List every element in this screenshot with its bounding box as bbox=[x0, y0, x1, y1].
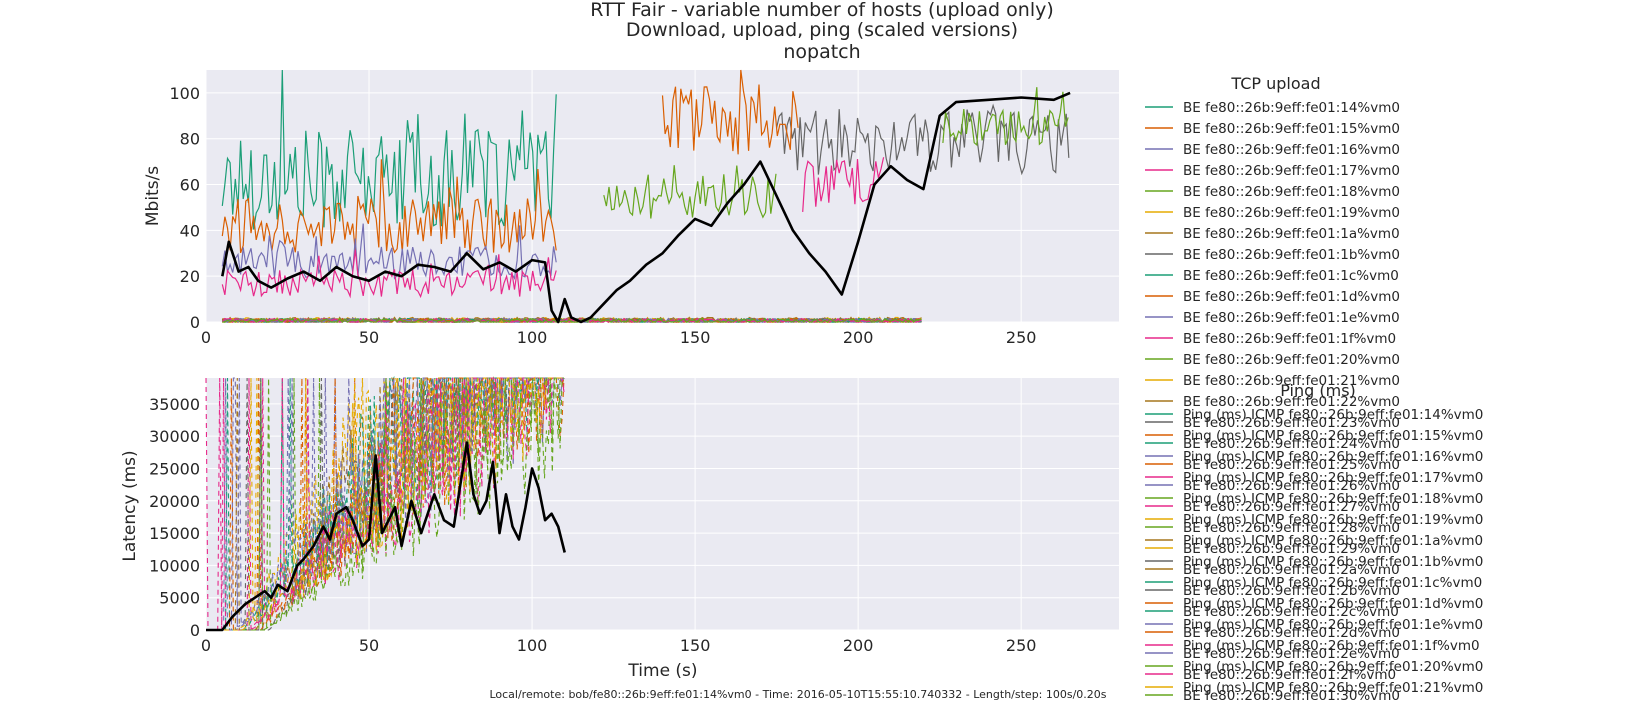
legend-entry: BE fe80::26b:9eff:fe01:22%vm0 bbox=[1183, 394, 1400, 410]
legend-entry: BE fe80::26b:9eff:fe01:14%vm0 bbox=[1183, 100, 1400, 116]
legend-title-tcp-upload: TCP upload bbox=[1230, 74, 1320, 93]
legend-entry: BE fe80::26b:9eff:fe01:24%vm0 bbox=[1183, 436, 1400, 452]
y-tick-label: 0 bbox=[190, 621, 200, 640]
legend-entry: BE fe80::26b:9eff:fe01:1c%vm0 bbox=[1183, 268, 1399, 284]
series-line bbox=[222, 317, 922, 323]
x-tick-label: 250 bbox=[1006, 636, 1037, 655]
y-tick-label: 5000 bbox=[159, 589, 200, 608]
x-tick-label: 0 bbox=[201, 328, 211, 347]
legend-entry: BE fe80::26b:9eff:fe01:2c%vm0 bbox=[1183, 604, 1399, 620]
legend-entry: BE fe80::26b:9eff:fe01:1d%vm0 bbox=[1183, 289, 1400, 305]
series-line bbox=[221, 159, 557, 254]
series-line bbox=[776, 103, 1070, 176]
series-line bbox=[661, 69, 799, 155]
legend-entry: BE fe80::26b:9eff:fe01:2a%vm0 bbox=[1183, 562, 1400, 578]
series-line bbox=[802, 157, 885, 212]
legend-title-ping: Ping (ms) bbox=[1280, 381, 1356, 400]
legend-ping: Ping (ms) Ping (ms) ICMP fe80::26b:9eff:… bbox=[1145, 381, 1483, 696]
legend-entry: BE fe80::26b:9eff:fe01:2d%vm0 bbox=[1183, 625, 1400, 641]
legend-entry: BE fe80::26b:9eff:fe01:2f%vm0 bbox=[1183, 667, 1396, 683]
x-tick-label: 50 bbox=[359, 328, 379, 347]
legend-entry: BE fe80::26b:9eff:fe01:15%vm0 bbox=[1183, 121, 1400, 137]
legend-entry: BE fe80::26b:9eff:fe01:29%vm0 bbox=[1183, 541, 1400, 557]
series-line bbox=[205, 376, 565, 631]
legend-entry: BE fe80::26b:9eff:fe01:27%vm0 bbox=[1183, 499, 1400, 515]
legend-entry: BE fe80::26b:9eff:fe01:25%vm0 bbox=[1183, 457, 1400, 473]
y-tick-label: 35000 bbox=[149, 395, 200, 414]
latency-y-axis-label: Latency (ms) bbox=[120, 450, 140, 561]
average-line bbox=[221, 91, 1071, 324]
series-line bbox=[603, 165, 777, 219]
legend-entry: BE fe80::26b:9eff:fe01:30%vm0 bbox=[1183, 688, 1400, 701]
series-line bbox=[221, 69, 557, 230]
legend-entry: BE fe80::26b:9eff:fe01:19%vm0 bbox=[1183, 205, 1400, 221]
y-tick-label: 40 bbox=[180, 221, 200, 240]
series-line bbox=[206, 376, 565, 631]
x-tick-label: 150 bbox=[680, 636, 711, 655]
y-tick-label: 20000 bbox=[149, 492, 200, 511]
legend-entry: Ping (ms) ICMP fe80::26b:9eff:fe01:16%vm… bbox=[1183, 449, 1483, 465]
legend-entry: Ping (ms) ICMP fe80::26b:9eff:fe01:21%vm… bbox=[1183, 680, 1483, 696]
x-tick-label: 100 bbox=[517, 636, 548, 655]
y-tick-label: 30000 bbox=[149, 427, 200, 446]
legend-entry: BE fe80::26b:9eff:fe01:2b%vm0 bbox=[1183, 583, 1400, 599]
y-tick-label: 15000 bbox=[149, 524, 200, 543]
legend-entry: BE fe80::26b:9eff:fe01:28%vm0 bbox=[1183, 520, 1400, 536]
y-tick-label: 80 bbox=[180, 130, 200, 149]
legend-entry: Ping (ms) ICMP fe80::26b:9eff:fe01:1d%vm… bbox=[1183, 596, 1483, 612]
series-line bbox=[206, 377, 565, 631]
legend-entry: BE fe80::26b:9eff:fe01:1f%vm0 bbox=[1183, 331, 1396, 347]
legend-entry: BE fe80::26b:9eff:fe01:2e%vm0 bbox=[1183, 646, 1400, 662]
panel-latency: 0 5000 10000 15000 20000 25000 30000 35000 0 50 1… bbox=[120, 375, 1119, 681]
chart-subtitle-2: nopatch bbox=[783, 41, 860, 63]
y-tick-label: 60 bbox=[180, 176, 200, 195]
legend-tcp-upload: TCP upload BE fe80::26b:9eff:fe01:14%vm0… bbox=[1145, 74, 1400, 701]
legend-entry: Ping (ms) ICMP fe80::26b:9eff:fe01:20%vm… bbox=[1183, 659, 1483, 675]
legend-entry: Ping (ms) ICMP fe80::26b:9eff:fe01:1f%vm… bbox=[1183, 638, 1480, 654]
legend-entry: Ping (ms) ICMP fe80::26b:9eff:fe01:19%vm… bbox=[1183, 512, 1483, 528]
x-tick-label: 250 bbox=[1006, 328, 1037, 347]
x-tick-label: 50 bbox=[359, 636, 379, 655]
legend-entry: BE fe80::26b:9eff:fe01:16%vm0 bbox=[1183, 142, 1400, 158]
legend-entry: Ping (ms) ICMP fe80::26b:9eff:fe01:18%vm… bbox=[1183, 491, 1483, 507]
x-tick-label: 100 bbox=[517, 328, 548, 347]
series-line bbox=[206, 376, 564, 631]
legend-entry: Ping (ms) ICMP fe80::26b:9eff:fe01:17%vm… bbox=[1183, 470, 1483, 486]
y-tick-label: 20 bbox=[180, 267, 200, 286]
legend-entry: Ping (ms) ICMP fe80::26b:9eff:fe01:15%vm… bbox=[1183, 428, 1483, 444]
chart-subtitle: Download, upload, ping (scaled versions) bbox=[626, 19, 1018, 41]
panel-throughput: 0 20 40 60 80 100 0 50 100 150 200 250 Mbits/s bbox=[143, 69, 1119, 347]
y-tick-label: 10000 bbox=[149, 556, 200, 575]
legend-entry: Ping (ms) ICMP fe80::26b:9eff:fe01:14%vm… bbox=[1183, 407, 1483, 423]
x-tick-label: 200 bbox=[843, 636, 874, 655]
throughput-y-axis-label: Mbits/s bbox=[143, 166, 163, 226]
legend-entry: BE fe80::26b:9eff:fe01:20%vm0 bbox=[1183, 352, 1400, 368]
legend-entry: BE fe80::26b:9eff:fe01:1b%vm0 bbox=[1183, 247, 1400, 263]
throughput-plot-area bbox=[206, 70, 1119, 322]
legend-entry: BE fe80::26b:9eff:fe01:26%vm0 bbox=[1183, 478, 1400, 494]
legend-entry: BE fe80::26b:9eff:fe01:21%vm0 bbox=[1183, 373, 1400, 389]
legend-entry: BE fe80::26b:9eff:fe01:23%vm0 bbox=[1183, 415, 1400, 431]
legend-entry: Ping (ms) ICMP fe80::26b:9eff:fe01:1a%vm… bbox=[1183, 533, 1483, 549]
y-tick-label: 100 bbox=[169, 84, 200, 103]
legend-entry: BE fe80::26b:9eff:fe01:18%vm0 bbox=[1183, 184, 1400, 200]
y-tick-label: 0 bbox=[190, 313, 200, 332]
x-tick-label: 0 bbox=[201, 636, 211, 655]
legend-entry: BE fe80::26b:9eff:fe01:1e%vm0 bbox=[1183, 310, 1400, 326]
x-axis-label: Time (s) bbox=[627, 661, 697, 681]
legend-entry: Ping (ms) ICMP fe80::26b:9eff:fe01:1e%vm… bbox=[1183, 617, 1483, 633]
series-line bbox=[206, 376, 564, 631]
average-line bbox=[206, 441, 566, 632]
legend-entry: BE fe80::26b:9eff:fe01:17%vm0 bbox=[1183, 163, 1400, 179]
footer-info: Local/remote: bob/fe80::26b:9eff:fe01:14… bbox=[489, 688, 1106, 701]
x-tick-label: 150 bbox=[680, 328, 711, 347]
x-tick-label: 200 bbox=[843, 328, 874, 347]
legend-entry: BE fe80::26b:9eff:fe01:1a%vm0 bbox=[1183, 226, 1400, 242]
y-tick-label: 25000 bbox=[149, 459, 200, 478]
legend-entry: Ping (ms) ICMP fe80::26b:9eff:fe01:1b%vm… bbox=[1183, 554, 1483, 570]
series-line bbox=[942, 87, 1069, 147]
legend-entry: Ping (ms) ICMP fe80::26b:9eff:fe01:1c%vm… bbox=[1183, 575, 1482, 591]
chart-title: RTT Fair - variable number of hosts (upl… bbox=[590, 0, 1054, 21]
